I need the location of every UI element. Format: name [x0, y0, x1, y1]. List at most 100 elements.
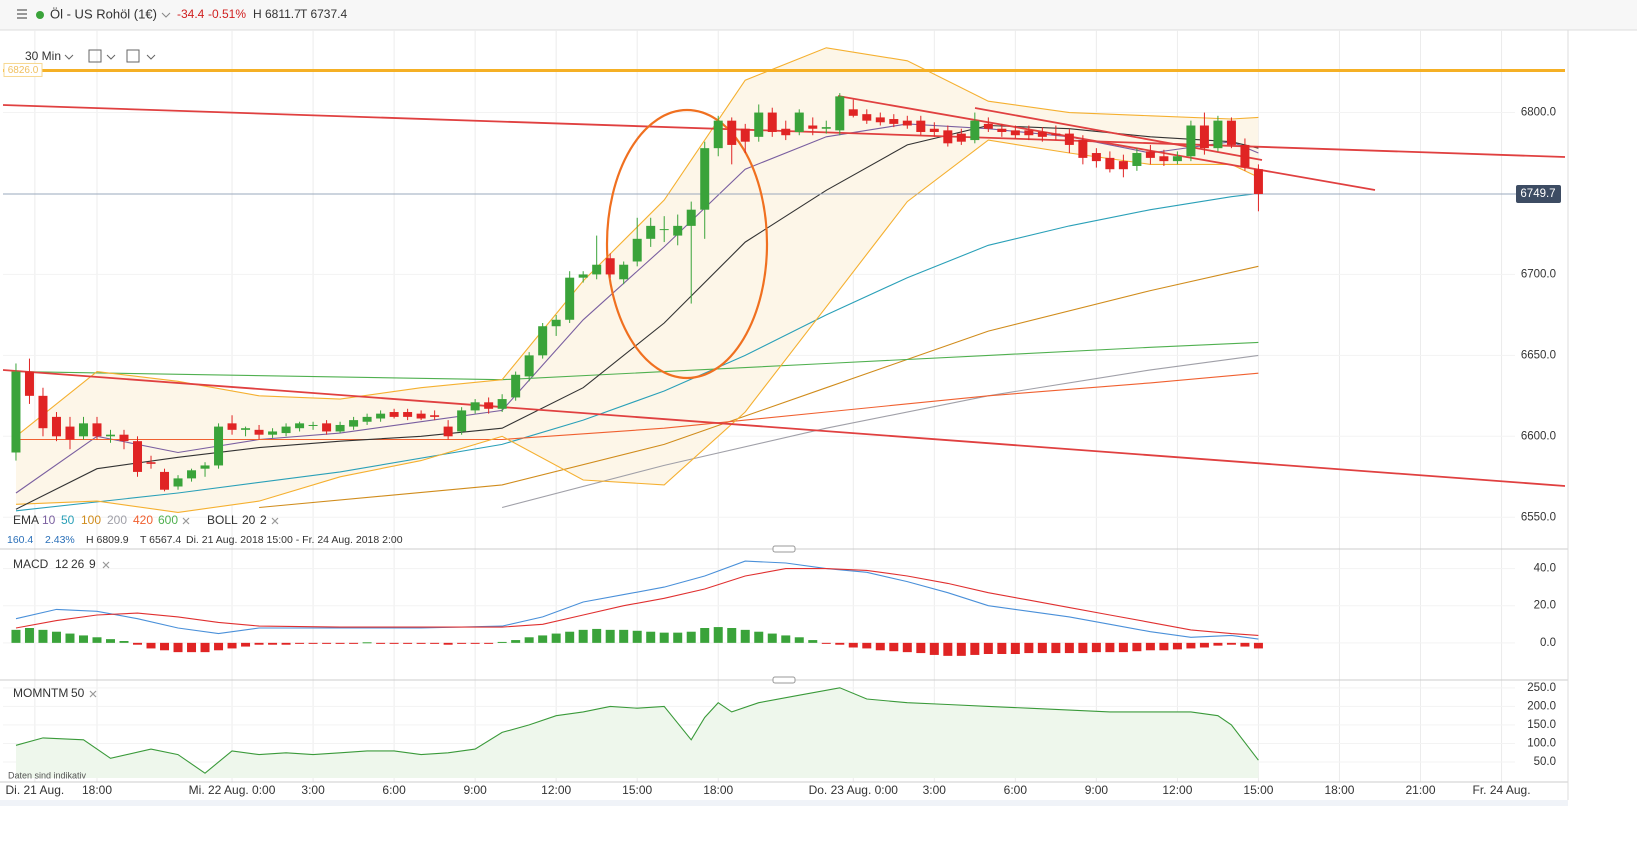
bollinger-band: [15, 47, 1259, 437]
candle: [362, 413, 372, 425]
x-tick-label: Mi. 22 Aug. 0:00: [189, 783, 276, 797]
macd-bar: [416, 642, 426, 644]
macd-bar: [713, 627, 723, 643]
x-tick-label: 18:00: [1324, 783, 1354, 797]
candle-body: [808, 125, 818, 129]
candle: [1105, 151, 1115, 173]
candle-body: [1145, 151, 1155, 158]
candle: [281, 423, 291, 437]
close-icons[interactable]: [89, 517, 279, 698]
candle-body: [484, 402, 494, 409]
candle-body: [268, 431, 278, 435]
macd-bar: [308, 642, 318, 644]
candle-body: [146, 462, 156, 464]
dropdown-arrow[interactable]: [161, 12, 171, 18]
macd-bar: [848, 642, 858, 648]
candle-body: [78, 423, 88, 437]
bollinger-fill: [16, 47, 1259, 513]
menu-icon[interactable]: [17, 9, 27, 19]
candle-body: [322, 423, 332, 432]
candle-body: [646, 225, 656, 239]
candle-body: [416, 413, 426, 419]
candle: [1037, 127, 1047, 142]
macd-bar: [700, 628, 710, 643]
candle-body: [1105, 157, 1115, 170]
candle: [1159, 149, 1169, 166]
candle: [1132, 148, 1142, 171]
macd-bar: [619, 629, 629, 643]
ema-legend-period: 200: [107, 513, 127, 527]
candle: [376, 410, 386, 422]
y-tick-label: 50.0: [1534, 756, 1556, 768]
pane-param: 26: [71, 557, 85, 571]
candle-body: [929, 128, 939, 132]
candle: [133, 436, 143, 477]
candle-body: [754, 112, 764, 137]
macd-bar: [430, 642, 440, 644]
candle-body: [227, 423, 237, 430]
candle: [187, 468, 197, 482]
navigator[interactable]: [0, 800, 1568, 806]
candle-body: [1064, 133, 1074, 145]
candle-body: [11, 371, 21, 453]
candle: [146, 455, 156, 469]
pane-resize-handle[interactable]: [772, 545, 796, 553]
candle-body: [133, 441, 143, 472]
candle-body: [308, 424, 318, 426]
y-tick-label: 20.0: [1534, 600, 1556, 612]
candle-body: [943, 130, 953, 144]
macd-bar: [376, 642, 386, 644]
macd-bar: [646, 631, 656, 643]
candle-body: [119, 434, 129, 442]
y-tick-label: 6600.0: [1521, 430, 1556, 442]
candle-body: [443, 426, 453, 437]
pane-resize-handle[interactable]: [772, 676, 796, 684]
candle: [727, 117, 737, 165]
candle-body: [956, 133, 966, 142]
candle: [173, 475, 183, 490]
ema-line: [15, 192, 1259, 512]
macd-bar: [659, 632, 669, 643]
macd-bar: [362, 642, 372, 644]
indicator-icon[interactable]: [126, 49, 140, 63]
level-label: 6826.0: [8, 65, 39, 76]
candle: [835, 93, 845, 136]
candle-body: [1010, 130, 1020, 136]
candle-body: [821, 127, 831, 129]
macd-bar: [1078, 642, 1088, 654]
macd-bar: [65, 633, 75, 643]
chart-type-icon[interactable]: [88, 49, 102, 63]
candle: [781, 120, 791, 141]
candle: [457, 407, 467, 435]
x-tick-label: 15:00: [622, 783, 652, 797]
macd-bar: [443, 642, 453, 645]
candle-body: [983, 123, 993, 129]
macd-bar: [51, 631, 61, 643]
macd-bar: [295, 642, 305, 644]
interval[interactable]: 30 Min: [25, 49, 61, 63]
candle-body: [1078, 140, 1088, 158]
candle: [268, 428, 278, 438]
macd-bar: [875, 642, 885, 651]
last-price-label: 6749.7: [1520, 188, 1555, 200]
candle: [1091, 148, 1101, 168]
x-tick-label: 12:00: [1162, 783, 1192, 797]
chart-type-arrow[interactable]: [106, 54, 116, 60]
candle: [902, 115, 912, 129]
x-tick-label: 3:00: [923, 783, 947, 797]
candle-body: [605, 258, 615, 275]
candle-body: [362, 416, 372, 422]
ema-legend-period: 50: [61, 513, 75, 527]
candle-body: [295, 423, 305, 429]
macd-bar: [160, 642, 170, 651]
macd-bar: [1159, 642, 1169, 651]
interval-arrow[interactable]: [64, 54, 74, 60]
candle: [659, 216, 669, 243]
macd-bar: [794, 637, 804, 643]
level-label-box: [3, 62, 43, 77]
indicator-arrow[interactable]: [146, 54, 156, 60]
instrument-title[interactable]: Öl - US Rohöl (1€): [50, 6, 157, 21]
candle: [416, 410, 426, 421]
candle: [470, 399, 480, 414]
signal-line: [15, 568, 1259, 636]
